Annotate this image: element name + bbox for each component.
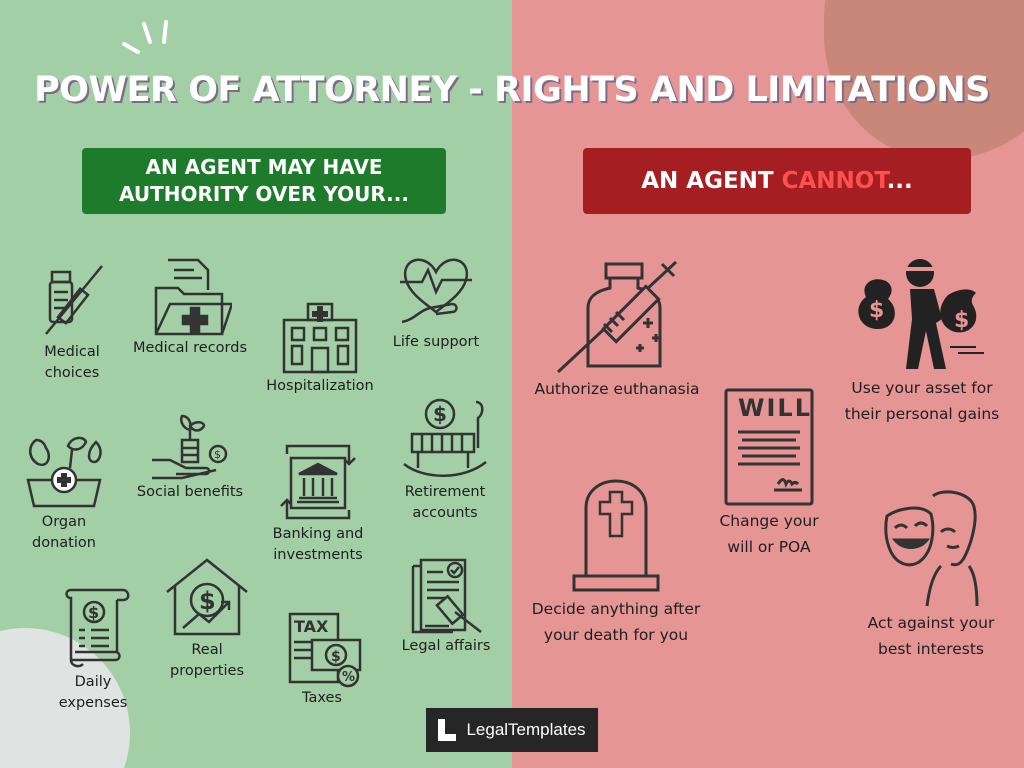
svg-text:WILL: WILL	[738, 394, 812, 422]
authority-item: $ Retirement accounts	[370, 396, 520, 524]
hand-plant-coins-icon: $	[152, 414, 228, 480]
brand-name: LegalTemplates	[466, 720, 586, 739]
svg-text:$: $	[954, 308, 969, 333]
cannot-item-label: Decide anything after your death for you	[531, 600, 701, 644]
authority-header-line2: AUTHORITY OVER YOUR...	[119, 182, 409, 206]
thief-money-bags-icon: $ $	[858, 259, 984, 369]
svg-text:$: $	[433, 402, 447, 426]
svg-text:%: %	[342, 670, 355, 685]
svg-text:$: $	[331, 649, 341, 665]
authority-item: Banking and investments	[243, 440, 393, 566]
authority-header: AN AGENT MAY HAVE AUTHORITY OVER YOUR...	[82, 148, 446, 214]
cannot-item-label: Change your will or POA	[719, 512, 819, 556]
svg-text:$: $	[199, 587, 216, 615]
authority-item: Legal affairs	[371, 552, 521, 657]
cannot-item-label: Use your asset for their personal gains	[844, 379, 1000, 423]
cannot-header-highlight: CANNOT	[781, 168, 887, 194]
cannot-item: $ $ Use your asset for their personal ga…	[832, 255, 1012, 427]
authority-item: $ Social benefits	[115, 404, 265, 503]
svg-text:$: $	[88, 603, 99, 622]
authority-header-line1: AN AGENT MAY HAVE	[145, 155, 383, 179]
authority-item: $ Real properties	[132, 556, 282, 682]
authority-item-label: Life support	[392, 334, 480, 350]
authority-item: $ Daily expenses	[18, 586, 168, 714]
authority-item: TAX $ % Taxes	[247, 612, 397, 709]
masks-icon	[884, 490, 979, 607]
right-panel	[512, 0, 1024, 768]
receipt-icon: $	[65, 588, 130, 668]
authority-item-label: Legal affairs	[401, 638, 491, 654]
will-document-icon: WILL	[724, 388, 814, 506]
hospital-icon	[282, 302, 358, 374]
cannot-item: Authorize euthanasia	[527, 258, 707, 402]
syringe-bottle-icon	[556, 260, 678, 374]
authority-item-label: Daily expenses	[58, 674, 128, 711]
authority-item: Organ donation	[0, 428, 139, 554]
authority-item-label: Retirement accounts	[404, 484, 486, 521]
authority-item: Medical choices	[0, 262, 147, 384]
legal-document-gavel-icon	[411, 558, 482, 634]
brand-logo[interactable]: LegalTemplates	[426, 708, 598, 752]
authority-item-label: Banking and investments	[272, 526, 364, 563]
organ-basket-icon	[26, 436, 102, 508]
tax-icon: TAX $ %	[288, 612, 362, 688]
cannot-header-suffix: ...	[886, 168, 913, 194]
svg-text:$: $	[214, 448, 221, 461]
medical-folder-icon	[154, 258, 232, 336]
authority-item: Life support	[361, 250, 511, 353]
cannot-item: Act against your best interests	[846, 486, 1016, 662]
cannot-header-prefix: AN AGENT	[641, 168, 782, 194]
cannot-item-label: Act against your best interests	[867, 614, 995, 658]
authority-item-label: Organ donation	[32, 514, 96, 551]
cannot-item-label: Authorize euthanasia	[534, 380, 700, 398]
house-dollar-icon: $	[166, 558, 248, 636]
spark-icon	[122, 20, 168, 54]
authority-item-label: Hospitalization	[266, 378, 374, 394]
authority-item-label: Taxes	[302, 690, 342, 706]
authority-item: Hospitalization	[245, 296, 395, 397]
gravestone-icon	[572, 479, 660, 592]
svg-text:TAX: TAX	[294, 617, 329, 636]
authority-item: Medical records	[115, 254, 265, 359]
authority-item-label: Medical choices	[44, 344, 100, 381]
rocking-chair-icon: $	[403, 398, 487, 477]
svg-text:$: $	[869, 298, 884, 323]
page-title: POWER OF ATTORNEY - RIGHTS AND LIMITATIO…	[34, 70, 990, 110]
bank-exchange-icon	[280, 444, 356, 520]
cannot-header: AN AGENT CANNOT...	[583, 148, 971, 214]
heart-hand-icon	[400, 258, 472, 324]
cannot-item: Decide anything after your death for you	[518, 474, 714, 648]
syringe-vial-icon	[45, 265, 103, 335]
authority-item-label: Medical records	[132, 340, 248, 356]
left-panel	[0, 0, 512, 768]
authority-item-label: Real properties	[170, 642, 244, 679]
legal-templates-logo-icon	[438, 719, 458, 741]
cannot-item: WILL Change your will or POA	[694, 386, 844, 560]
authority-item-label: Social benefits	[136, 484, 244, 500]
